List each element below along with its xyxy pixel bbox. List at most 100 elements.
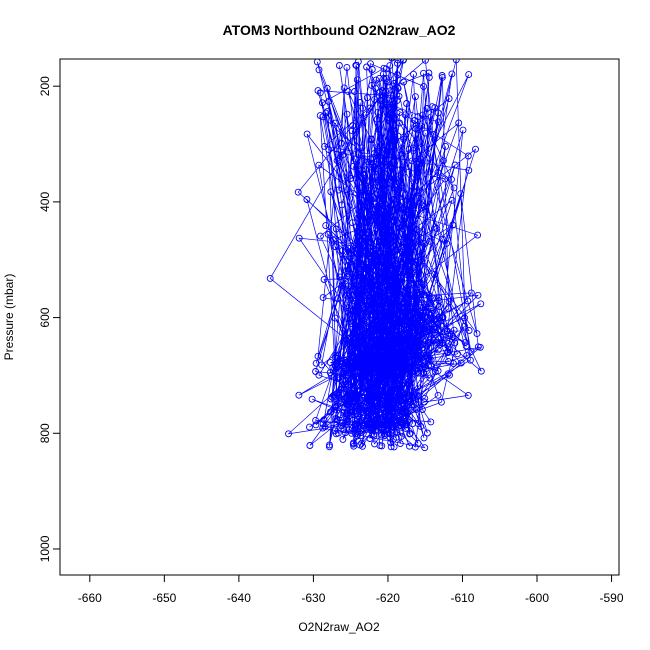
data-point [380, 162, 388, 170]
data-point [418, 354, 425, 362]
data-series [266, 59, 485, 452]
data-point [312, 416, 320, 424]
data-point [420, 82, 428, 90]
data-point [389, 296, 397, 304]
data-point [467, 348, 475, 356]
data-point [408, 157, 416, 165]
data-point [399, 163, 406, 171]
data-point [374, 147, 382, 155]
data-point [346, 341, 354, 349]
data-point [428, 294, 436, 302]
data-point [389, 299, 397, 307]
data-point [381, 291, 389, 299]
data-point [467, 289, 475, 297]
data-point [349, 162, 357, 170]
data-point [461, 339, 469, 347]
data-point [410, 147, 417, 155]
data-point [361, 274, 369, 282]
data-point [419, 111, 426, 119]
data-point [397, 432, 405, 440]
data-point [335, 62, 343, 69]
data-point [463, 352, 471, 360]
data-point [389, 195, 397, 203]
data-point [399, 59, 407, 64]
data-point [398, 245, 406, 253]
data-point [373, 355, 380, 363]
data-point [348, 219, 356, 227]
data-point [338, 422, 346, 430]
data-point [337, 357, 345, 365]
data-point [385, 227, 393, 234]
data-point [352, 374, 360, 382]
data-point [394, 59, 402, 64]
data-point [367, 367, 374, 374]
data-point [423, 105, 431, 112]
data-point [383, 424, 391, 432]
data-point [386, 338, 394, 346]
data-point [416, 337, 424, 345]
data-point [312, 368, 320, 375]
data-point [390, 443, 398, 451]
data-point [323, 84, 331, 92]
data-point [399, 366, 407, 374]
data-point [395, 193, 403, 201]
x-axis-label: O2N2raw_AO2 [298, 620, 380, 634]
data-point [341, 337, 348, 345]
data-point [403, 308, 410, 316]
data-point [402, 233, 410, 241]
data-point [315, 66, 323, 74]
data-point [450, 326, 458, 334]
data-point [416, 291, 424, 298]
data-point [414, 392, 422, 400]
data-point [366, 155, 374, 163]
data-point [464, 297, 472, 305]
data-point [322, 109, 330, 117]
data-point [385, 323, 393, 331]
data-point [414, 325, 422, 333]
data-point [366, 307, 374, 315]
data-point [406, 263, 414, 271]
data-point [399, 369, 407, 377]
data-point [334, 429, 342, 437]
data-point [324, 107, 332, 115]
data-point [427, 418, 435, 426]
data-point [397, 401, 405, 409]
data-point [427, 304, 435, 312]
data-point [331, 314, 339, 322]
data-point [411, 293, 419, 301]
data-point [387, 312, 395, 320]
data-point [376, 368, 384, 376]
data-point [417, 204, 425, 212]
data-point [384, 407, 392, 415]
data-point [452, 59, 460, 64]
y-tick-label: 600 [38, 307, 52, 327]
data-point [327, 371, 335, 379]
data-point [380, 74, 388, 82]
data-point [354, 293, 362, 301]
data-point [344, 282, 352, 290]
data-point [356, 99, 364, 106]
data-point [384, 327, 392, 335]
data-point [354, 316, 362, 324]
data-point [303, 130, 311, 138]
data-point [402, 406, 410, 414]
data-point [327, 408, 334, 416]
data-point [464, 152, 472, 160]
data-point [315, 161, 323, 169]
data-point [354, 214, 362, 222]
data-point [347, 393, 355, 401]
data-point [443, 239, 451, 247]
data-point [340, 409, 348, 417]
data-point [349, 122, 357, 130]
data-point [362, 283, 370, 291]
data-point [374, 108, 382, 116]
y-tick-label: 200 [38, 76, 52, 96]
data-point [338, 139, 345, 147]
data-point [410, 70, 417, 78]
data-point [420, 324, 428, 332]
data-point [444, 327, 451, 335]
data-point [331, 367, 339, 375]
data-point [324, 230, 332, 238]
data-point [333, 416, 341, 424]
data-point [335, 391, 343, 399]
